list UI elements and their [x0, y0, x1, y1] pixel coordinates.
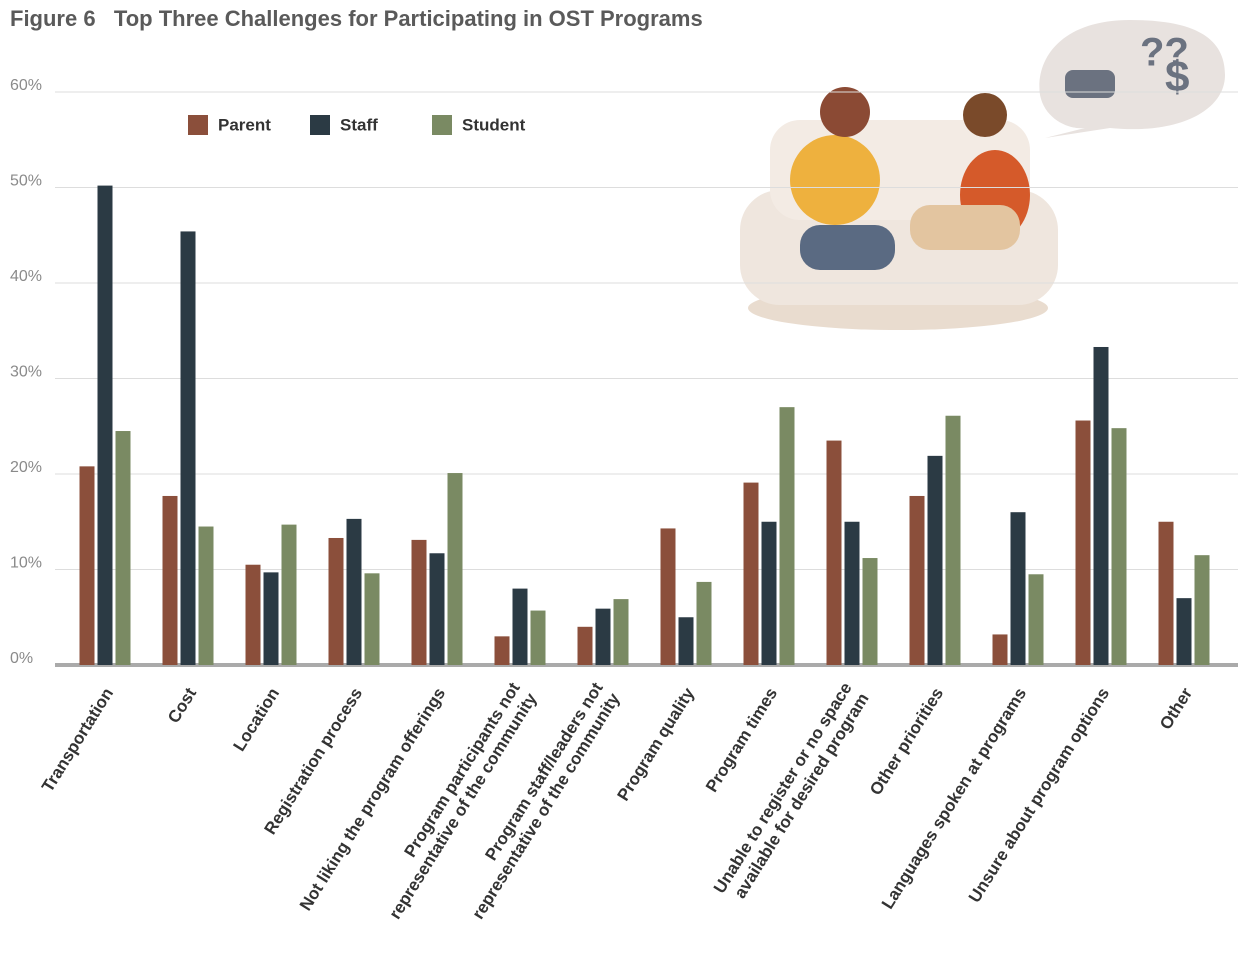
bar: [1011, 512, 1026, 665]
y-tick-label: 30%: [10, 364, 42, 381]
bar: [578, 627, 593, 665]
x-tick-label: Program times: [702, 684, 781, 795]
x-tick-label: Transportation: [38, 684, 117, 795]
bar: [1159, 522, 1174, 665]
x-tick-label-line: Unsure about program options: [965, 684, 1113, 906]
bar: [993, 634, 1008, 665]
bar: [845, 522, 860, 665]
x-tick-label: Unable to register or no spaceavailable …: [710, 679, 873, 907]
bar: [863, 558, 878, 665]
bar: [1094, 347, 1109, 665]
bar: [80, 466, 95, 665]
bar: [98, 186, 113, 665]
legend-label: Student: [462, 115, 526, 134]
y-tick-label: 0%: [10, 650, 33, 667]
legend-swatch: [310, 115, 330, 135]
bar: [448, 473, 463, 665]
x-tick-label-line: Unable to register or no space: [710, 679, 856, 897]
bar: [282, 525, 297, 665]
x-tick-label: Program quality: [613, 684, 698, 804]
bar: [1076, 421, 1091, 665]
bar: [264, 572, 279, 665]
y-tick-label: 20%: [10, 459, 42, 476]
x-tick-label-line: Languages spoken at programs: [878, 684, 1030, 912]
bar: [780, 407, 795, 665]
y-tick-label: 10%: [10, 555, 42, 572]
x-tick-label-line: Other: [1156, 684, 1196, 733]
x-tick-label-line: Cost: [164, 684, 200, 726]
legend-swatch: [432, 115, 452, 135]
bar: [163, 496, 178, 665]
legend-label: Parent: [218, 115, 271, 134]
legend-swatch: [188, 115, 208, 135]
x-tick-label: Unsure about program options: [965, 684, 1113, 906]
bar: [430, 553, 445, 665]
bar: [1112, 428, 1127, 665]
bar: [827, 441, 842, 665]
x-tick-label-line: Program quality: [613, 684, 698, 804]
x-tick-label: Languages spoken at programs: [878, 684, 1030, 912]
bar: [365, 573, 380, 665]
bar: [596, 609, 611, 665]
chart-title: Figure 6 Top Three Challenges for Partic…: [10, 6, 703, 31]
bar: [495, 636, 510, 665]
bar: [697, 582, 712, 665]
bar: [1029, 574, 1044, 665]
bar: [531, 611, 546, 665]
x-tick-label: Location: [230, 684, 284, 754]
y-tick-label: 60%: [10, 77, 42, 94]
bar: [1177, 598, 1192, 665]
bar: [347, 519, 362, 665]
bar: [679, 617, 694, 665]
x-tick-label-line: Transportation: [38, 684, 117, 795]
x-tick-label: Other: [1156, 684, 1196, 733]
x-tick-label-line: Other priorities: [866, 684, 947, 798]
y-tick-label: 50%: [10, 173, 42, 190]
x-tick-label-line: Registration process: [260, 684, 366, 837]
bar: [412, 540, 427, 665]
bar: [513, 589, 528, 665]
bar: [946, 416, 961, 665]
chart: Figure 6 Top Three Challenges for Partic…: [0, 0, 1238, 974]
x-tick-label: Other priorities: [866, 684, 947, 798]
bar: [329, 538, 344, 665]
bar: [910, 496, 925, 665]
svg-text:$: $: [1165, 53, 1189, 102]
bar: [762, 522, 777, 665]
bar: [928, 456, 943, 665]
x-tick-label-line: Program times: [702, 684, 781, 795]
bar: [181, 231, 196, 665]
x-tick-label: Registration process: [260, 684, 366, 837]
x-tick-label-line: Location: [230, 684, 284, 754]
bar: [199, 527, 214, 665]
bar: [614, 599, 629, 665]
bar: [116, 431, 131, 665]
bar: [1195, 555, 1210, 665]
x-tick-label: Cost: [164, 684, 200, 726]
y-tick-label: 40%: [10, 268, 42, 285]
bar: [744, 483, 759, 665]
bar: [661, 528, 676, 665]
legend-label: Staff: [340, 115, 378, 134]
bar: [246, 565, 261, 665]
